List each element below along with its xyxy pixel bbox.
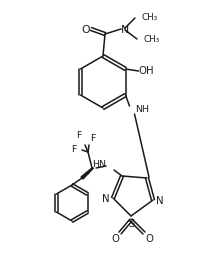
Text: N: N <box>156 196 164 206</box>
Text: F: F <box>71 145 77 154</box>
Text: OH: OH <box>139 66 154 76</box>
Text: CH₃: CH₃ <box>144 34 160 44</box>
Text: N: N <box>102 194 110 204</box>
Text: NH: NH <box>135 104 149 113</box>
Text: N: N <box>121 25 129 35</box>
Text: F: F <box>90 133 96 142</box>
Text: O: O <box>111 234 119 244</box>
Text: O: O <box>82 25 90 35</box>
Text: F: F <box>76 131 82 140</box>
Polygon shape <box>81 168 93 179</box>
Text: HN: HN <box>92 160 106 169</box>
Text: S: S <box>129 219 135 229</box>
Text: CH₃: CH₃ <box>142 12 158 21</box>
Text: O: O <box>145 234 153 244</box>
